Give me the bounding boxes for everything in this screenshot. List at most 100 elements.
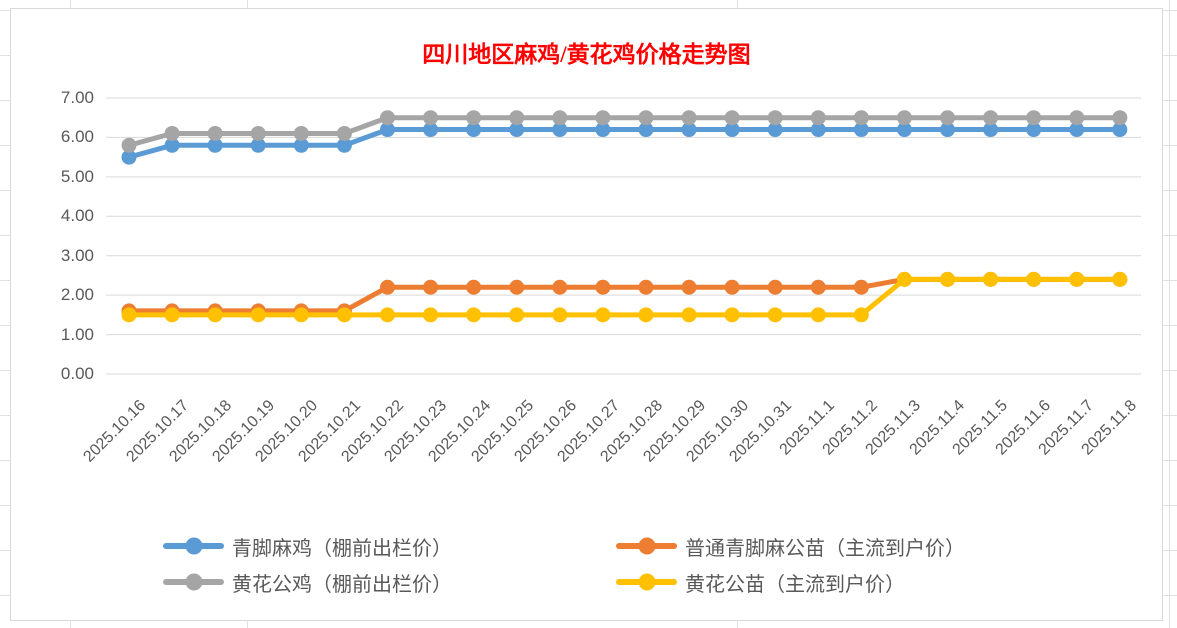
series-0-marker-icon <box>509 122 525 138</box>
series-3-marker-icon <box>336 307 352 323</box>
series-3-marker-icon <box>250 307 266 323</box>
series-0-marker-icon <box>896 122 912 138</box>
legend-label: 青脚麻鸡（棚前出栏价） <box>232 537 452 560</box>
series-1-marker-icon <box>681 279 697 295</box>
y-tick-label: 3.00 <box>60 245 94 265</box>
series-3-marker-icon <box>1026 271 1042 287</box>
series-0-marker-icon <box>983 122 999 138</box>
series-3-marker-icon <box>121 307 137 323</box>
chart-object[interactable]: 四川地区麻鸡/黄花鸡价格走势图 7.00 6.00 5.00 4.00 3.00 2.00… <box>10 8 1163 621</box>
series-0-marker-icon <box>810 122 826 138</box>
series-3-marker-icon <box>595 307 611 323</box>
series-3-marker-icon <box>423 307 439 323</box>
series-1-marker-icon <box>724 279 740 295</box>
series-2-marker-icon <box>250 125 266 141</box>
series-0-marker-icon <box>379 122 395 138</box>
series-2-marker-icon <box>983 110 999 126</box>
series-2-marker-icon <box>724 110 740 126</box>
series-0-marker-icon <box>853 122 869 138</box>
series-2-marker-icon <box>293 125 309 141</box>
series-3-marker-icon <box>724 307 740 323</box>
series-2-marker-icon <box>767 110 783 126</box>
series-3-marker-icon <box>767 307 783 323</box>
series-2-marker-icon <box>810 110 826 126</box>
series-0-marker-icon <box>595 122 611 138</box>
series-3-marker-icon <box>853 307 869 323</box>
y-tick-label: 2.00 <box>60 285 94 305</box>
series-2-marker-icon <box>1069 110 1085 126</box>
legend-label: 普通青脚麻公苗（主流到户价） <box>685 537 965 560</box>
legend-item-3[interactable]: 黄花公苗（主流到户价） <box>616 569 905 596</box>
legend-item-0[interactable]: 青脚麻鸡（棚前出栏价） <box>163 533 452 560</box>
series-1-marker-icon <box>466 279 482 295</box>
series-0-marker-icon <box>250 137 266 153</box>
series-3-marker-icon <box>379 307 395 323</box>
series-0-marker-icon <box>638 122 654 138</box>
series-2-marker-icon <box>638 110 654 126</box>
series-2-marker-icon <box>336 125 352 141</box>
series-1-marker-icon <box>767 279 783 295</box>
series-3-marker-icon <box>983 271 999 287</box>
series-3-marker-icon <box>940 271 956 287</box>
legend-dot-icon <box>185 573 202 591</box>
series-1-marker-icon <box>423 279 439 295</box>
series-0-marker-icon <box>466 122 482 138</box>
y-tick-label: 7.00 <box>60 87 94 107</box>
chart-title[interactable]: 四川地区麻鸡/黄花鸡价格走势图 <box>422 42 751 67</box>
series-2-marker-icon <box>379 110 395 126</box>
series-1-marker-icon <box>509 279 525 295</box>
series-3-marker-icon <box>810 307 826 323</box>
legend-line-marker-icon <box>616 537 677 555</box>
series-2-marker-icon <box>207 125 223 141</box>
legend-item-1[interactable]: 普通青脚麻公苗（主流到户价） <box>616 533 965 560</box>
series-2-marker-icon <box>595 110 611 126</box>
y-tick-label: 1.00 <box>60 324 94 344</box>
series-3-marker-icon <box>552 307 568 323</box>
series-1-marker-icon <box>638 279 654 295</box>
series-2-marker-icon <box>423 110 439 126</box>
series-1-marker-icon <box>810 279 826 295</box>
series-1-marker-icon <box>379 279 395 295</box>
series-2-marker-icon <box>121 137 137 153</box>
y-tick-label: 0.00 <box>60 364 94 383</box>
legend-dot-icon <box>185 537 202 555</box>
legend-line-marker-icon <box>163 573 224 591</box>
series-1-marker-icon <box>595 279 611 295</box>
series-3-marker-icon <box>466 307 482 323</box>
series-3-marker-icon <box>1112 271 1128 287</box>
sheet-column-line <box>1169 0 1170 628</box>
series-3-marker-icon <box>896 271 912 287</box>
legend-label: 黄花公鸡（棚前出栏价） <box>232 573 452 596</box>
series-3-marker-icon <box>207 307 223 323</box>
series-0-marker-icon <box>423 122 439 138</box>
series-2-marker-icon <box>681 110 697 126</box>
series-0-marker-icon <box>336 137 352 153</box>
series-0-marker-icon <box>767 122 783 138</box>
series-0-marker-icon <box>1069 122 1085 138</box>
legend-dot-icon <box>638 573 655 591</box>
legend-item-2[interactable]: 黄花公鸡（棚前出栏价） <box>163 569 452 596</box>
series-2-marker-icon <box>164 125 180 141</box>
series-2-marker-icon <box>940 110 956 126</box>
legend-label: 黄花公苗（主流到户价） <box>685 573 905 596</box>
legend-line-marker-icon <box>163 537 224 555</box>
series-2-marker-icon <box>466 110 482 126</box>
series-3-marker-icon <box>638 307 654 323</box>
series-1-marker-icon <box>853 279 869 295</box>
series-0-marker-icon <box>552 122 568 138</box>
series-2-marker-icon <box>896 110 912 126</box>
series-3-marker-icon <box>681 307 697 323</box>
series-0-marker-icon <box>293 137 309 153</box>
series-2-marker-icon <box>1112 110 1128 126</box>
series-0-marker-icon <box>681 122 697 138</box>
series-3-marker-icon <box>509 307 525 323</box>
legend-line-marker-icon <box>616 573 677 591</box>
series-0-marker-icon <box>121 149 137 165</box>
series-0-marker-icon <box>940 122 956 138</box>
y-tick-label: 5.00 <box>60 166 94 186</box>
series-2-marker-icon <box>509 110 525 126</box>
series-0-marker-icon <box>1112 122 1128 138</box>
legend-dot-icon <box>638 537 655 555</box>
y-tick-label: 6.00 <box>60 127 94 147</box>
